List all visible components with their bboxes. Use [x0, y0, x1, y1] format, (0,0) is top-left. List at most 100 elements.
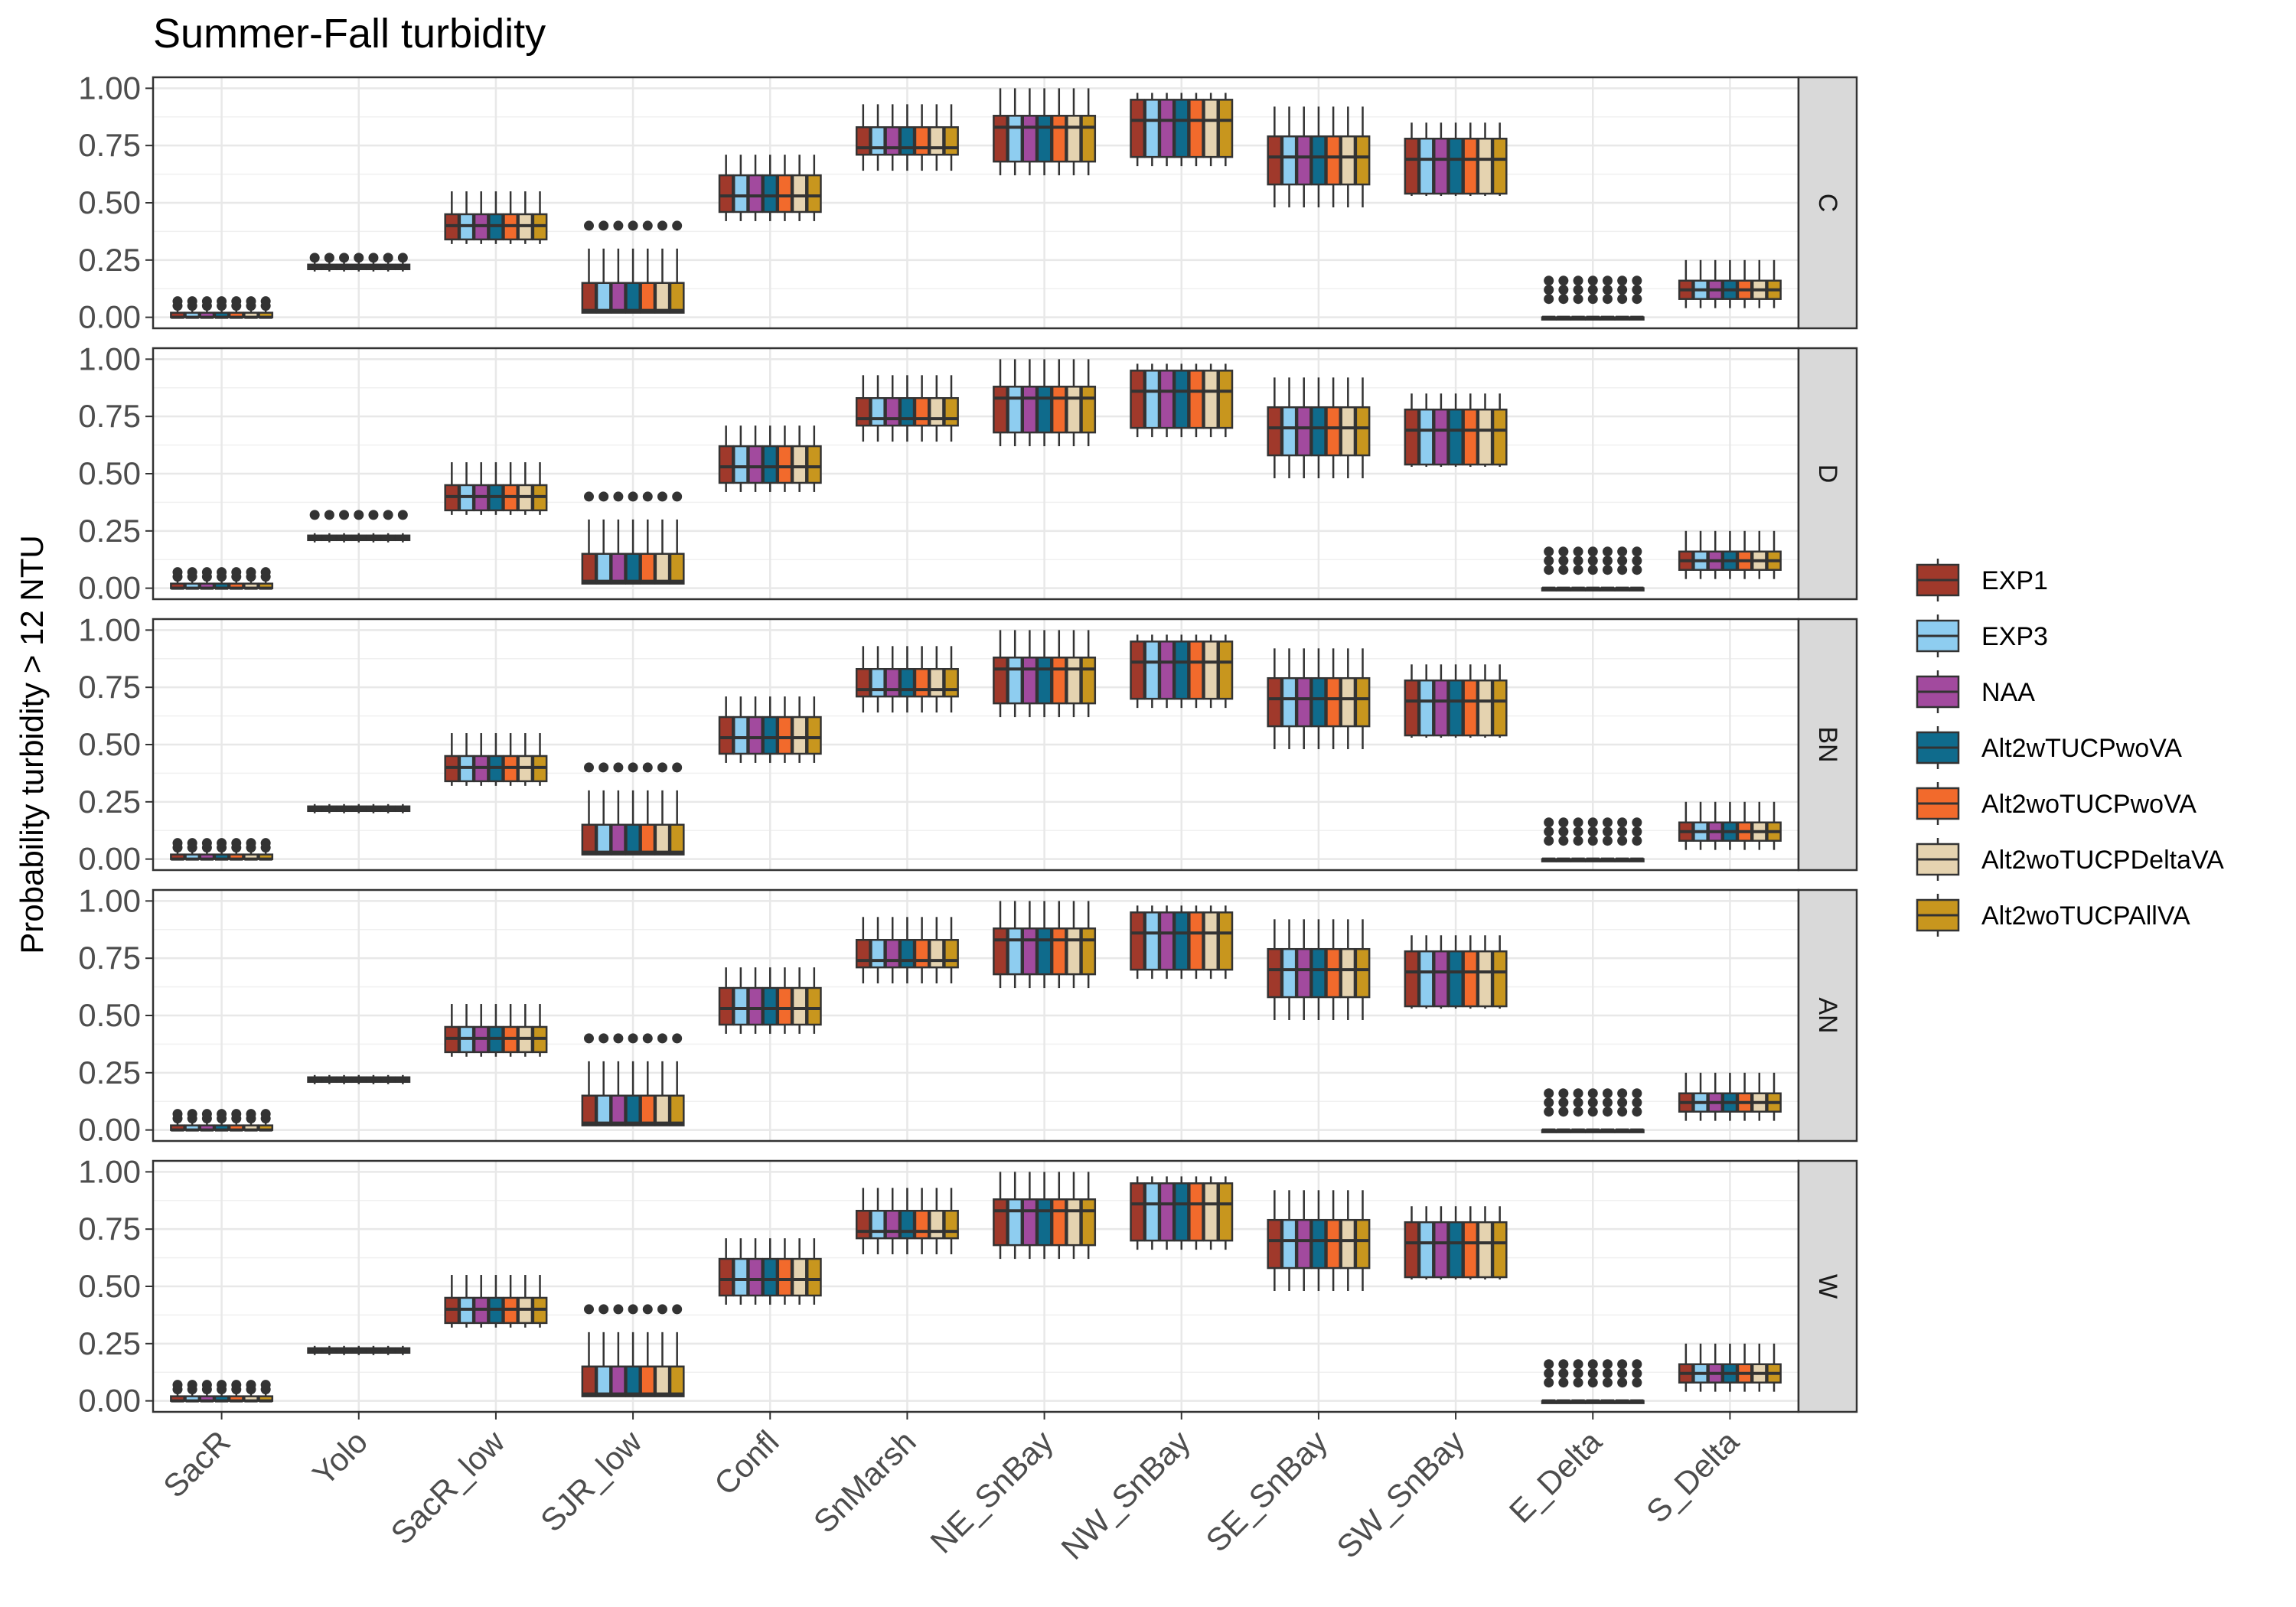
box-body [581, 823, 597, 856]
box-SJR_low-Alt2woTUCPDeltaVA [654, 220, 670, 314]
outlier-point [1544, 1107, 1554, 1117]
box-SacR-Alt2wTUCPwoVA [214, 296, 230, 319]
box-SW_SnBay-EXP1 [1404, 1206, 1420, 1280]
box-body [1130, 1182, 1146, 1242]
outlier-point [1587, 826, 1598, 837]
box-body [928, 667, 944, 698]
box-NE_SnBay-Alt2woTUCPwoVA [1051, 88, 1067, 176]
outlier-point [628, 1304, 638, 1315]
box-body [581, 282, 597, 314]
box-body [1051, 115, 1067, 163]
box-body [1007, 386, 1023, 434]
box-body [654, 553, 670, 585]
box-SnMarsh-EXP3 [870, 646, 885, 713]
box-Yolo-Alt2woTUCPDeltaVA [380, 1345, 396, 1355]
box-SacR-EXP3 [184, 838, 201, 861]
box-body [581, 1365, 597, 1397]
box-body [1477, 408, 1493, 466]
box-Confl-Alt2woTUCPAllVA [806, 155, 822, 221]
box-SE_SnBay-NAA [1296, 919, 1312, 1020]
legend-label: Alt2woTUCPDeltaVA [1981, 846, 2224, 875]
box-group-NW_SnBay [1130, 93, 1234, 167]
box-NW_SnBay-Alt2woTUCPAllVA [1218, 363, 1234, 438]
box-group-NW_SnBay [1130, 905, 1234, 980]
outlier-point [1558, 294, 1569, 305]
box-SE_SnBay-Alt2woTUCPwoVA [1326, 919, 1342, 1020]
box-body [718, 445, 734, 484]
outlier-point [1573, 1359, 1583, 1370]
box-SacR-Alt2woTUCPAllVA [258, 838, 274, 861]
box-group-S_Delta [1678, 1072, 1782, 1121]
box-SacR_low-Alt2woTUCPAllVA [532, 191, 548, 244]
box-body [1463, 137, 1479, 195]
box-body [1355, 135, 1371, 186]
outlier-point [1544, 1088, 1554, 1099]
box-SacR_low-Alt2woTUCPDeltaVA [517, 733, 533, 786]
box-group-Yolo [307, 253, 411, 272]
box-body [1418, 950, 1434, 1008]
box-SE_SnBay-Alt2woTUCPDeltaVA [1340, 648, 1356, 749]
box-body [855, 667, 871, 698]
box-SJR_low-Alt2woTUCPwoVA [640, 491, 656, 585]
box-NE_SnBay-Alt2woTUCPAllVA [1081, 359, 1097, 447]
box-body [1203, 641, 1219, 700]
outlier-point [1602, 565, 1613, 575]
outlier-point [368, 510, 379, 520]
outlier-point [260, 1109, 271, 1120]
box-NW_SnBay-EXP3 [1144, 93, 1160, 167]
outlier-point [1617, 1359, 1628, 1370]
box-body [1036, 927, 1052, 976]
box-body [928, 396, 944, 427]
box-Confl-Alt2woTUCPAllVA [806, 967, 822, 1034]
box-body [777, 715, 793, 755]
box-S_Delta-Alt2wTUCPwoVA [1722, 1343, 1738, 1392]
outlier-point [1587, 817, 1598, 828]
outlier-point [1602, 546, 1613, 557]
outlier-point [583, 1033, 594, 1044]
box-body [1189, 370, 1204, 429]
box-group-SE_SnBay [1267, 648, 1371, 749]
box-SnMarsh-EXP3 [870, 104, 885, 171]
box-SW_SnBay-Alt2woTUCPDeltaVA [1477, 1206, 1493, 1280]
box-Yolo-EXP3 [321, 1345, 338, 1355]
outlier-point [1617, 826, 1628, 837]
box-E_Delta-Alt2woTUCPDeltaVA [1614, 1088, 1630, 1133]
box-S_Delta-EXP3 [1693, 530, 1708, 579]
box-body [1144, 99, 1160, 158]
y-tick-label: 0.25 [78, 513, 141, 549]
outlier-point [1573, 1088, 1583, 1099]
outlier-point [1558, 285, 1569, 295]
box-group-SJR_low [581, 1304, 685, 1397]
box-SnMarsh-Alt2woTUCPDeltaVA [928, 1188, 944, 1255]
box-Confl-EXP3 [732, 425, 748, 492]
outlier-point [187, 567, 197, 578]
box-body [1218, 370, 1234, 429]
outlier-point [1587, 285, 1598, 295]
box-S_Delta-EXP3 [1693, 1343, 1708, 1392]
box-S_Delta-NAA [1707, 259, 1724, 308]
box-group-SJR_low [581, 762, 685, 856]
box-SE_SnBay-EXP1 [1267, 919, 1283, 1020]
box-body [732, 715, 748, 755]
box-Yolo-NAA [336, 253, 352, 272]
box-body [855, 1209, 871, 1240]
box-Confl-NAA [748, 425, 763, 492]
box-body [899, 667, 915, 698]
legend-label: NAA [1981, 678, 2035, 707]
box-group-SacR [170, 1109, 274, 1132]
box-SacR_low-NAA [473, 1275, 489, 1328]
box-body [610, 1365, 626, 1397]
outlier-point [1544, 275, 1554, 286]
outlier-point [642, 491, 653, 502]
box-NE_SnBay-Alt2woTUCPDeltaVA [1066, 630, 1081, 718]
box-body [885, 667, 901, 698]
box-SacR-NAA [199, 838, 215, 861]
box-SnMarsh-Alt2woTUCPDeltaVA [928, 917, 944, 984]
box-SacR-Alt2woTUCPAllVA [258, 1109, 274, 1132]
box-group-SacR [170, 1380, 274, 1403]
y-tick-label: 0.75 [78, 669, 141, 705]
box-Confl-EXP1 [718, 696, 734, 763]
box-body [1036, 657, 1052, 705]
box-NW_SnBay-Alt2wTUCPwoVA [1173, 93, 1189, 167]
box-SJR_low-EXP1 [581, 1304, 597, 1397]
